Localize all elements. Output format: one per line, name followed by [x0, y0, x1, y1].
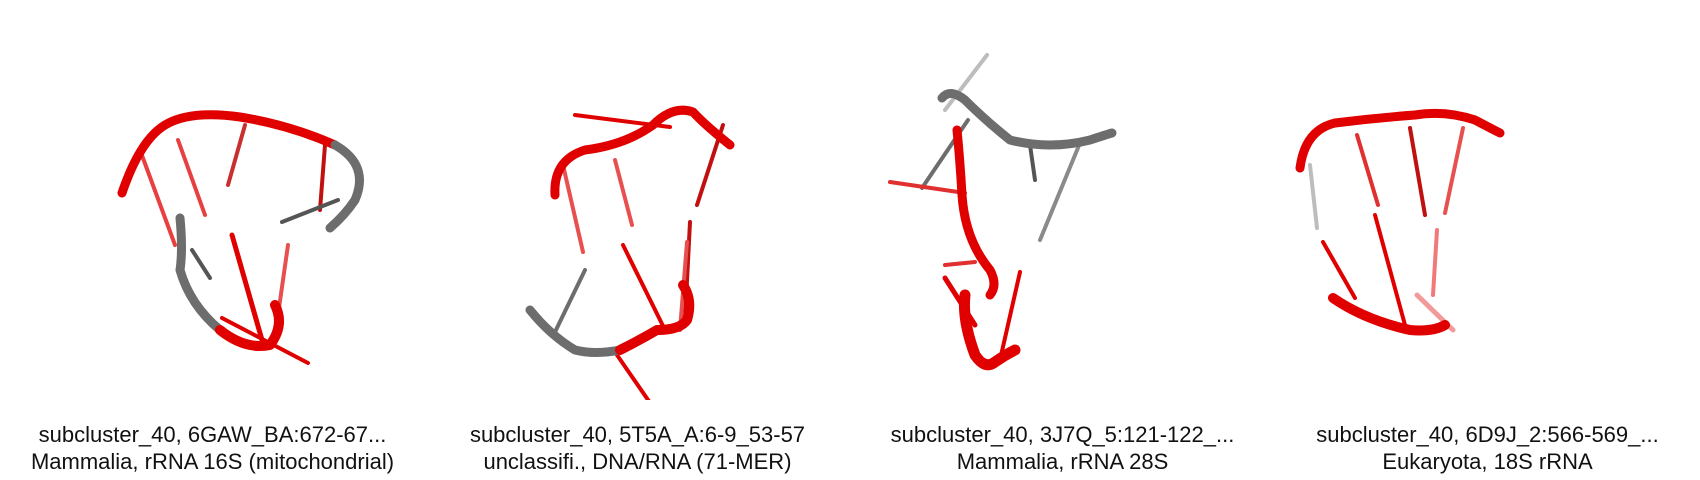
structure-panel-4: subcluster_40, 6D9J_2:566-569_... Eukary… — [1275, 0, 1700, 480]
panel-title: subcluster_40, 5T5A_A:6-9_53-57 — [469, 422, 806, 447]
structure-panel-1: subcluster_40, 6GAW_BA:672-67... Mammali… — [0, 0, 425, 480]
rna-structure-render-2 — [525, 105, 735, 400]
panel-subtitle: Mammalia, rRNA 16S (mitochondrial) — [30, 449, 395, 474]
panel-subtitle: Mammalia, rRNA 28S — [956, 449, 1169, 474]
rna-structure-render-4 — [1295, 108, 1505, 336]
panel-title: subcluster_40, 3J7Q_5:121-122_... — [890, 422, 1235, 447]
panel-subtitle: Eukaryota, 18S rRNA — [1382, 449, 1593, 474]
rna-structure-render-1 — [117, 110, 364, 365]
panel-subtitle: unclassifi., DNA/RNA (71-MER) — [483, 449, 792, 474]
rna-structure-render-3 — [888, 53, 1117, 371]
panel-title: subcluster_40, 6D9J_2:566-569_... — [1316, 422, 1659, 447]
structure-panel-3: subcluster_40, 3J7Q_5:121-122_... Mammal… — [850, 0, 1275, 480]
panel-title: subcluster_40, 6GAW_BA:672-67... — [38, 422, 387, 447]
structure-panel-2: subcluster_40, 5T5A_A:6-9_53-57 unclassi… — [425, 0, 850, 480]
